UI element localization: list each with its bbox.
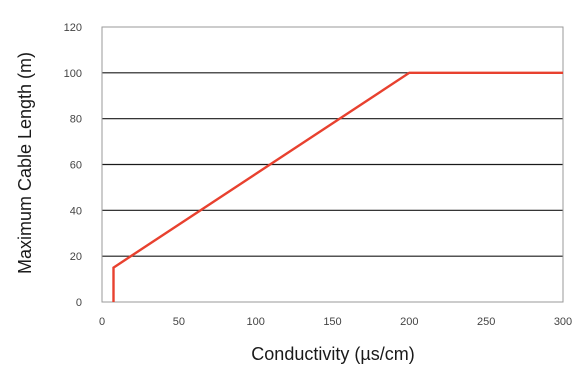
y-tick-label-5: 100 <box>64 68 82 80</box>
x-axis-ticks: 0 50 100 150 200 250 300 <box>99 316 572 328</box>
x-tick-label-4: 200 <box>400 316 418 328</box>
grid-lines <box>102 72 563 257</box>
y-tick-label-6: 120 <box>64 22 82 34</box>
y-tick-label-1: 20 <box>70 251 82 263</box>
series-line-0 <box>112 71 563 302</box>
x-tick-label-6: 300 <box>554 316 572 328</box>
y-tick-label-0: 0 <box>76 297 82 309</box>
plot-frame <box>101 26 564 303</box>
x-tick-label-2: 100 <box>246 316 264 328</box>
x-axis-title: Conductivity (µs/cm) <box>251 344 414 364</box>
y-axis-title: Maximum Cable Length (m) <box>15 52 35 274</box>
x-tick-label-3: 150 <box>323 316 341 328</box>
y-tick-label-3: 60 <box>70 160 82 172</box>
y-axis-ticks: 0 20 40 60 80 100 120 <box>64 22 82 309</box>
x-tick-label-0: 0 <box>99 316 105 328</box>
y-tick-label-2: 40 <box>70 205 82 217</box>
x-tick-label-1: 50 <box>173 316 185 328</box>
plot-border <box>101 26 564 303</box>
y-tick-label-4: 80 <box>70 114 82 126</box>
x-tick-label-5: 250 <box>477 316 495 328</box>
series-layer <box>112 71 563 302</box>
